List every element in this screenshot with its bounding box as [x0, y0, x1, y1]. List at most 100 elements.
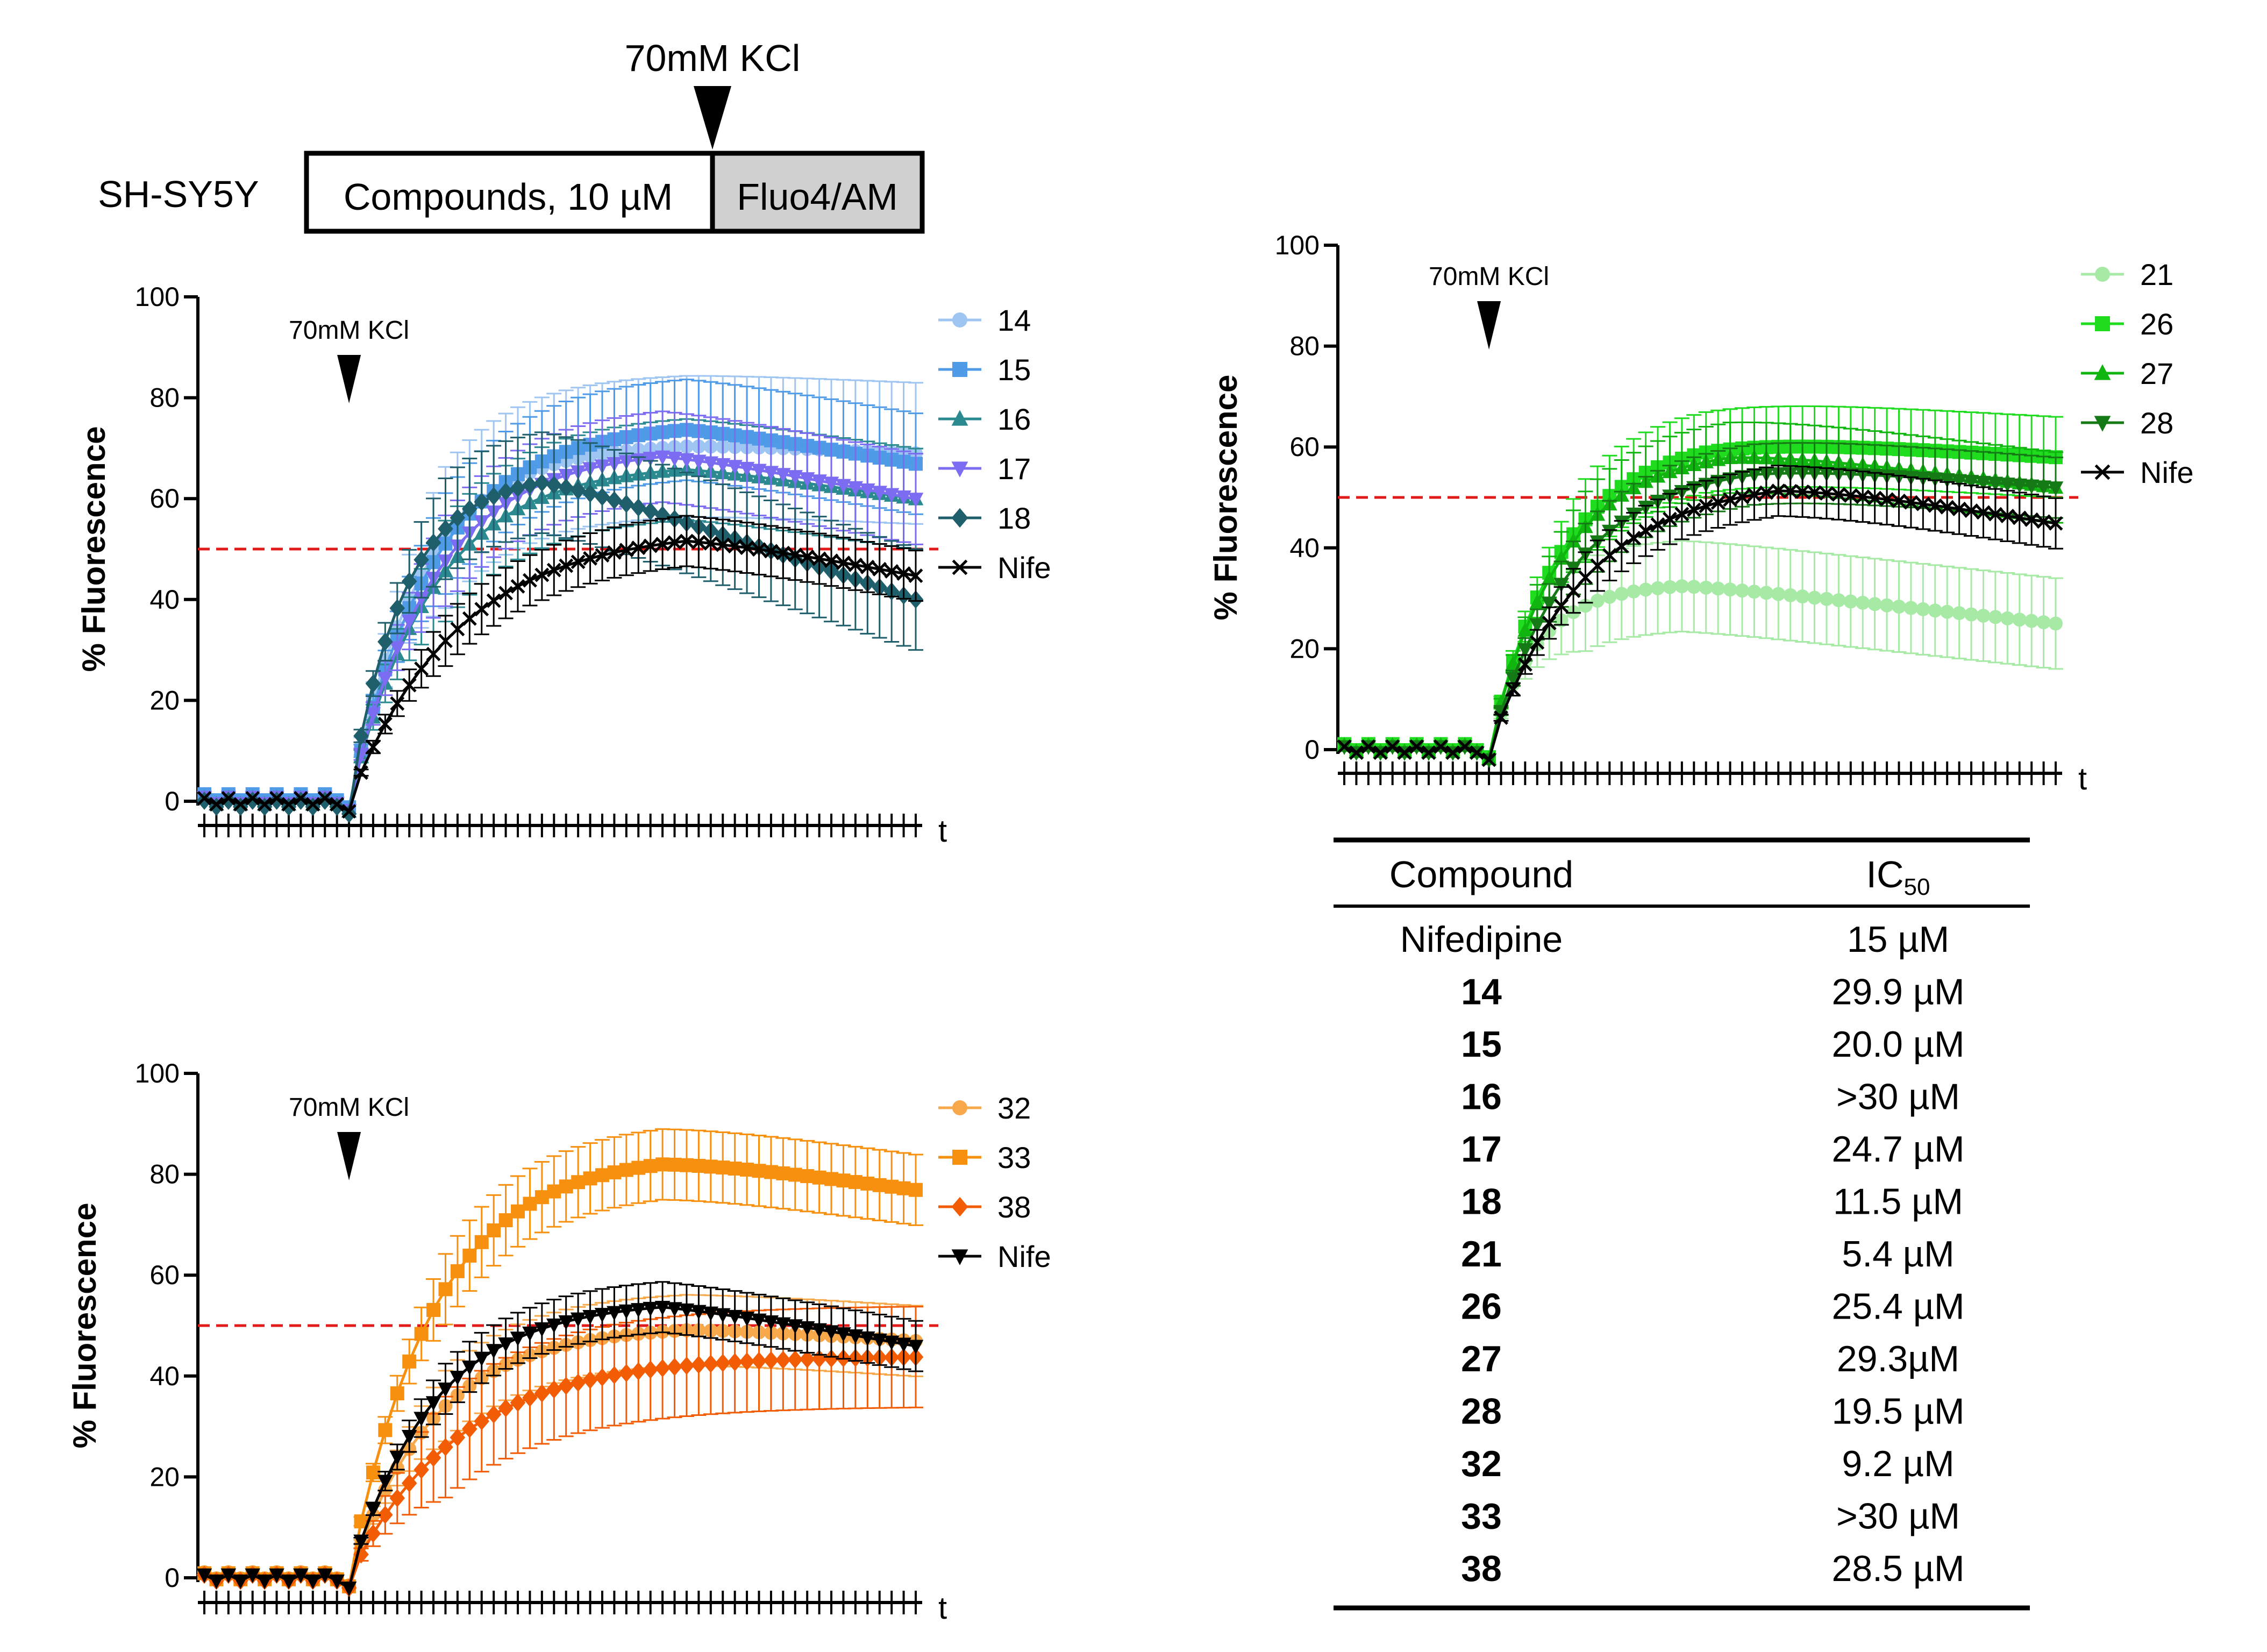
table-compound-cell: 27	[1461, 1338, 1502, 1379]
data-point	[1590, 594, 1605, 608]
data-point	[486, 487, 502, 505]
data-point	[209, 797, 224, 816]
y-tick-label: 40	[149, 585, 180, 615]
data-point	[2012, 613, 2027, 627]
data-point	[341, 804, 357, 819]
data-point	[1699, 580, 1713, 595]
table-compound-cell: 16	[1461, 1077, 1502, 1117]
y-tick-label: 80	[1289, 331, 1320, 361]
data-point	[703, 1159, 718, 1174]
data-point	[618, 1304, 635, 1320]
data-point	[715, 458, 731, 473]
data-point	[630, 1303, 646, 1318]
data-point	[462, 500, 477, 518]
data-point	[486, 593, 501, 608]
data-point	[401, 572, 417, 590]
data-point	[1397, 745, 1412, 760]
data-point	[860, 1331, 875, 1347]
series-33	[197, 1128, 923, 1593]
data-point	[378, 1423, 393, 1437]
data-point	[1566, 583, 1581, 599]
data-point	[522, 573, 537, 588]
data-point	[715, 1354, 731, 1372]
data-point	[401, 1474, 417, 1492]
data-point	[799, 1321, 815, 1336]
data-point	[1651, 581, 1665, 595]
data-point	[1952, 501, 1967, 516]
data-point	[1843, 594, 1858, 609]
data-point	[643, 1159, 658, 1173]
data-point	[1807, 485, 1822, 500]
data-point	[329, 1574, 345, 1590]
legend-marker	[2094, 364, 2111, 380]
data-point	[1614, 539, 1629, 554]
data-point	[860, 559, 875, 574]
stimulus-label: 70mM KCl	[625, 37, 801, 79]
data-point	[703, 536, 718, 551]
data-point	[775, 1350, 791, 1369]
data-point	[377, 1506, 393, 1524]
data-point	[824, 553, 839, 568]
data-point	[643, 1301, 658, 1317]
data-point	[788, 547, 803, 562]
data-point	[908, 568, 923, 583]
data-point	[1915, 496, 1930, 511]
data-point	[752, 1164, 766, 1178]
data-point	[293, 1568, 309, 1583]
data-point	[1409, 739, 1424, 754]
data-point	[619, 1163, 633, 1177]
data-point	[654, 450, 671, 466]
ic50-subscript: 50	[1904, 874, 1930, 900]
data-point	[811, 1349, 827, 1368]
data-point	[1505, 672, 1521, 687]
data-point	[450, 1264, 465, 1278]
data-point	[1976, 505, 1991, 520]
data-point	[438, 519, 453, 538]
table-header-ic50: IC50	[1866, 853, 1930, 900]
data-point	[534, 1322, 550, 1337]
compound-stage-label: Compounds, 10 µM	[344, 176, 673, 218]
data-point	[751, 1313, 767, 1328]
legend-marker	[2095, 267, 2110, 282]
data-point	[401, 615, 417, 630]
data-point	[462, 1361, 477, 1376]
data-point	[257, 797, 272, 812]
data-point	[1517, 622, 1533, 637]
data-point	[389, 1450, 405, 1466]
data-point	[654, 1300, 671, 1316]
y-tick-label: 60	[149, 483, 180, 514]
data-point	[655, 537, 670, 552]
data-point	[883, 488, 900, 503]
legend-marker	[952, 1100, 967, 1115]
data-point	[570, 1373, 586, 1392]
data-point	[558, 478, 574, 497]
data-point	[209, 797, 224, 812]
data-point	[1723, 492, 1738, 507]
data-point	[1602, 548, 1617, 563]
data-point	[462, 1420, 477, 1439]
series-21	[1337, 540, 2063, 765]
data-point	[643, 1361, 658, 1379]
legend-marker	[952, 312, 967, 327]
data-point	[414, 592, 429, 607]
data-point	[594, 487, 610, 506]
table-ic50-cell: 9.2 µM	[1842, 1443, 1954, 1484]
data-point	[1710, 495, 1726, 510]
legend-label: 18	[997, 501, 1031, 535]
data-point	[872, 1333, 888, 1349]
data-point	[1349, 745, 1364, 760]
data-point	[1940, 604, 1955, 619]
data-point	[860, 483, 875, 499]
data-point	[679, 1303, 695, 1319]
table-compound-cell: 18	[1461, 1181, 1502, 1222]
data-point	[631, 540, 646, 556]
data-point	[763, 1351, 779, 1370]
data-point	[377, 632, 393, 651]
chart-panel-c: 0 20 40 60 80 100 % Fluorescence t 70mM KCl 32 33 3…	[67, 1058, 1051, 1626]
data-point	[1795, 484, 1810, 499]
data-point	[474, 1412, 490, 1430]
legend-label: 26	[2140, 307, 2173, 341]
data-point	[595, 1168, 609, 1183]
table-compound-cell: 21	[1461, 1234, 1502, 1274]
data-point	[1517, 643, 1533, 658]
